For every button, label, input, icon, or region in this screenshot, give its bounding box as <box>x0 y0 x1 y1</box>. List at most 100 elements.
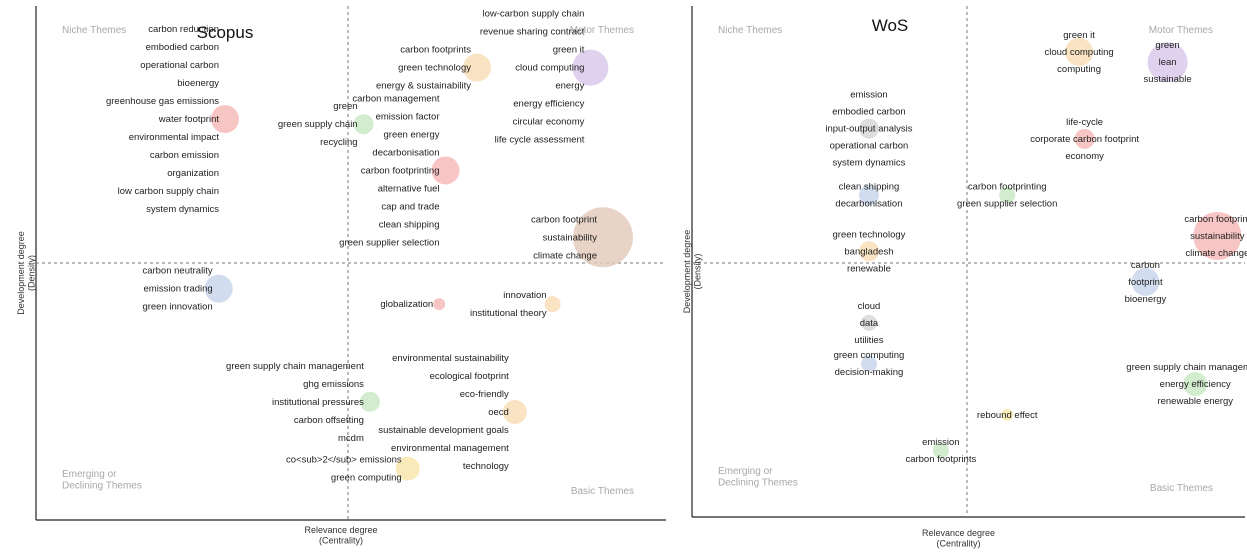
wos-thematic-map: Niche Themes Motor Themes Emerging or Decli… <box>682 6 1247 548</box>
cluster-keyword-label: input-output analysis <box>825 124 912 135</box>
cluster-keyword-label: low carbon supply chain <box>118 186 219 197</box>
cluster-keyword-label: rebound effect <box>977 410 1038 421</box>
cluster-keyword-label: renewable <box>847 263 891 274</box>
cluster-bubble <box>858 185 879 206</box>
cluster-keyword-label: carbon footprints <box>905 454 976 465</box>
cluster-keyword-label: innovation <box>503 290 546 301</box>
cluster-bubble <box>1065 37 1094 66</box>
cluster-keyword-label: organization <box>167 168 219 179</box>
cluster-keyword-label: carbon offsetting <box>294 415 364 426</box>
cluster-keyword-label: carbon footprinting <box>968 182 1047 193</box>
cluster-keyword-label: economy <box>1065 151 1104 162</box>
cluster-bubble <box>932 442 949 459</box>
cluster-keyword-label: carbon emission <box>150 150 219 161</box>
panel-title: Scopus <box>197 23 254 42</box>
cluster-keyword-label: low-carbon supply chain <box>482 9 584 20</box>
cluster-keyword-label: decarbonisation <box>372 147 439 158</box>
cluster-keyword-label: sustainability <box>1190 231 1245 242</box>
cluster-keyword-label: green it <box>553 45 585 56</box>
cluster-bubble <box>1074 128 1095 149</box>
quadrant-label-niche: Niche Themes <box>62 25 126 36</box>
cluster-keyword-label: climate change <box>1185 248 1247 259</box>
cluster-keyword-label: system dynamics <box>146 204 219 215</box>
cluster-keyword-label: carbon reduction <box>148 24 219 35</box>
cluster-keyword-label: clean shipping <box>839 182 900 193</box>
x-axis-label: Relevance degree (Centrality) <box>922 528 995 548</box>
cluster-keyword-label: life cycle assessment <box>495 135 585 146</box>
cluster-bubble <box>502 400 527 425</box>
wos-panel: Niche Themes Motor Themes Emerging or Decli… <box>676 0 1247 558</box>
quadrant-label-niche: Niche Themes <box>718 25 782 36</box>
cluster-keyword-label: cloud <box>858 301 881 312</box>
quadrant-label-motor: Motor Themes <box>570 25 634 36</box>
cluster-keyword-label: carbon tax <box>540 0 585 2</box>
cluster-bubble <box>858 118 879 139</box>
cluster-bubble <box>1193 211 1242 260</box>
cluster-bubble <box>858 241 879 262</box>
cluster-keyword-label: green supplier selection <box>957 199 1057 210</box>
cluster-bubble <box>433 298 446 311</box>
cluster-keyword-label: carbon footprinting <box>361 165 440 176</box>
cluster-keyword-label: bioenergy <box>177 78 219 89</box>
cluster-keyword-label: green technology <box>833 229 906 240</box>
cluster-keyword-label: corporate carbon footprint <box>1030 134 1139 145</box>
cluster-keyword-label: green technology <box>398 63 471 74</box>
cluster-keyword-label: institutional pressures <box>272 397 364 408</box>
scopus-thematic-map: Niche Themes Motor Themes Emerging or Decli… <box>16 0 666 545</box>
cluster-bubble <box>860 314 877 331</box>
cluster-keyword-label: system dynamics <box>833 158 906 169</box>
scopus-panel: Niche Themes Motor Themes Emerging or Decli… <box>16 0 666 545</box>
cluster-keyword-label: green it <box>1063 30 1095 41</box>
cluster-bubble <box>544 296 561 313</box>
cluster-keyword-label: embodied carbon <box>146 42 219 53</box>
cluster-bubble <box>1147 42 1188 83</box>
cluster-keyword-label: energy & sustainability <box>376 81 471 92</box>
cluster-keyword-label: carbon footprints <box>400 45 471 56</box>
quadrant-label-basic: Basic Themes <box>571 486 634 497</box>
cluster-bubble <box>359 391 380 412</box>
cluster-keyword-label: greenhouse gas emissions <box>106 96 219 107</box>
cluster-bubble <box>999 187 1016 204</box>
cluster-keyword-label: environmental impact <box>129 132 220 143</box>
cluster-bubble <box>211 105 239 134</box>
cluster-bubble <box>572 49 609 86</box>
cluster-keyword-label: computing <box>1057 64 1101 75</box>
cluster-keyword-label: sustainable <box>1144 74 1192 85</box>
cluster-keyword-label: lean <box>1159 57 1177 68</box>
cluster-keyword-label: sustainable development goals <box>378 425 509 436</box>
cluster-keyword-label: ghg emissions <box>303 379 364 390</box>
cluster-bubble <box>353 114 374 135</box>
cluster-keyword-label: footprint <box>1128 277 1163 288</box>
quadrant-label-basic: Basic Themes <box>1150 483 1213 494</box>
cluster-keyword-label: bangladesh <box>844 246 893 257</box>
cluster-keyword-label: globalization <box>380 299 433 310</box>
cluster-bubble <box>1183 372 1208 397</box>
x-axis-label: Relevance degree (Centrality) <box>304 525 377 545</box>
cluster-keyword-label: green supply chain management <box>226 361 364 372</box>
cluster-keyword-label: carbon management <box>352 93 439 104</box>
cluster-keyword-label: emission <box>922 437 960 448</box>
cluster-keyword-label: decarbonisation <box>835 199 902 210</box>
cluster-keyword-label: oecd <box>488 407 509 418</box>
cluster-keyword-label: alternative fuel <box>378 183 440 194</box>
cluster-bubble <box>1001 408 1014 421</box>
cluster-keyword-label: green computing <box>331 473 402 484</box>
cluster-keyword-label: eco-friendly <box>460 389 509 400</box>
cluster-bubble <box>463 53 491 82</box>
y-axis-label: Development degree(Density) <box>16 231 36 315</box>
cluster-keyword-label: utilities <box>854 335 883 346</box>
cluster-keyword-label: circular economy <box>513 117 585 128</box>
cluster-keyword-label: green supplier selection <box>339 237 439 248</box>
cluster-keyword-label: operational carbon <box>140 60 219 71</box>
cluster-bubble <box>395 456 420 481</box>
cluster-keyword-label: clean shipping <box>379 219 440 230</box>
cluster-keyword-label: institutional theory <box>470 308 547 319</box>
cluster-keyword-label: mcdm <box>338 433 364 444</box>
cluster-bubble <box>860 355 877 372</box>
cluster-keyword-label: cloud computing <box>1045 47 1114 58</box>
quadrant-label-emerging: Emerging or Declining Themes <box>718 466 798 489</box>
cluster-keyword-label: carbon footprint <box>531 214 597 225</box>
cluster-keyword-label: green computing <box>834 350 905 361</box>
cluster-keyword-label: green supply chain management <box>1126 362 1247 373</box>
cluster-keyword-label: carbon footprint <box>1184 214 1247 225</box>
